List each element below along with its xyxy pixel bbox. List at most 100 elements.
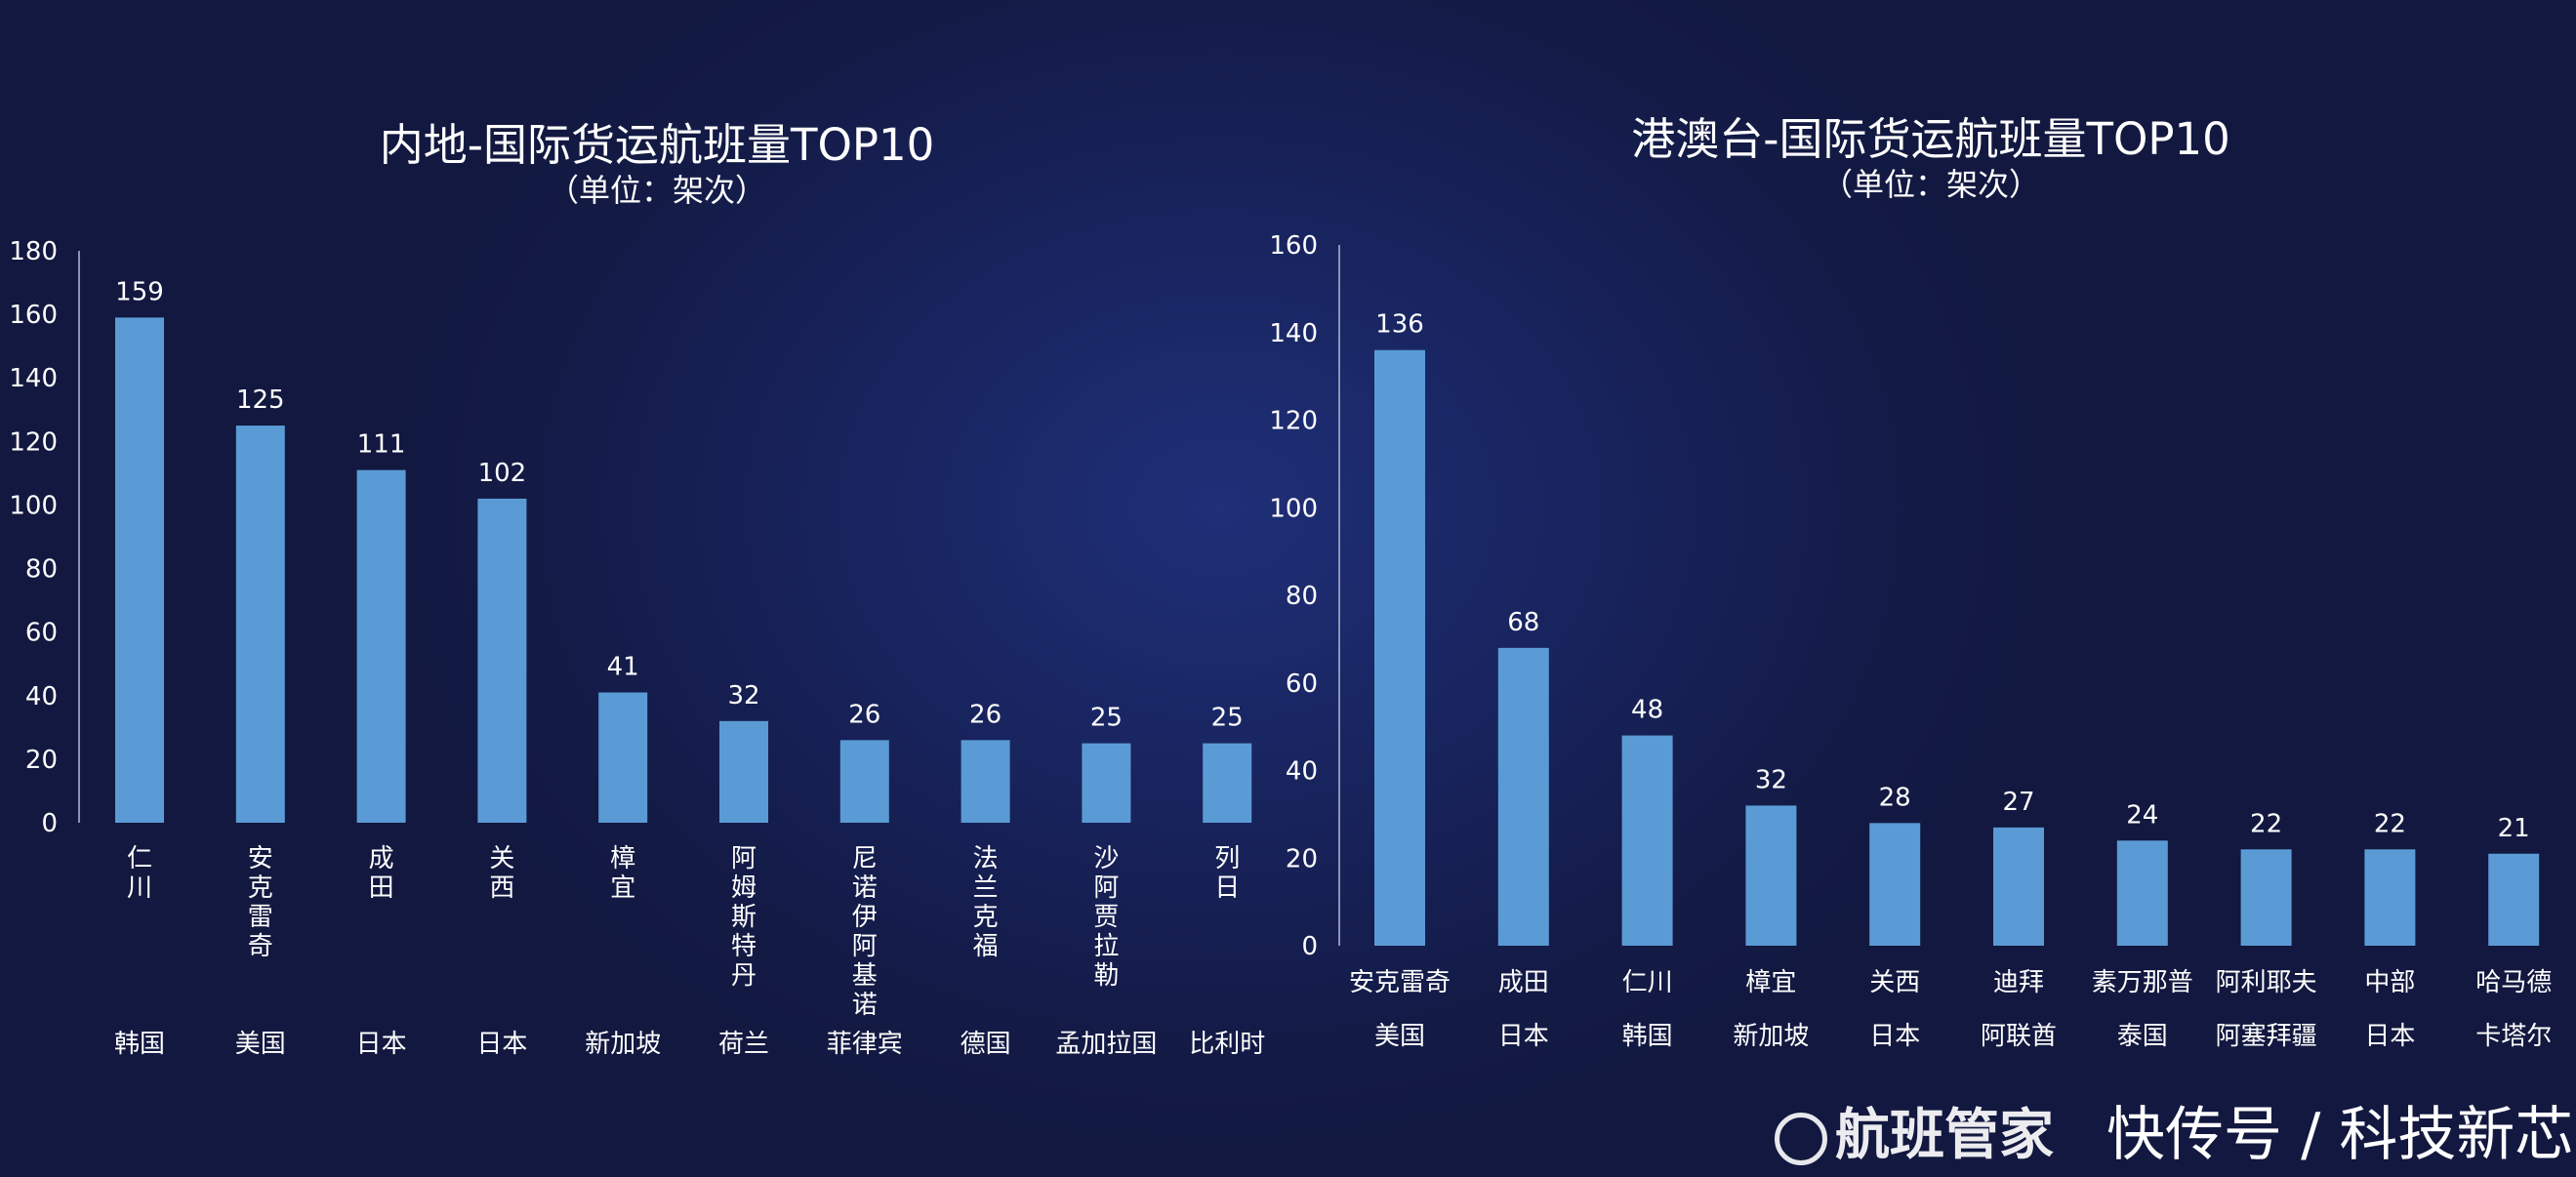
right-country-label: 日本 (1498, 1022, 1549, 1051)
left-category-label-char: 勒 (1093, 961, 1119, 991)
left-category-label-char: 沙 (1093, 844, 1119, 873)
right-bar (1869, 823, 1921, 946)
left-y-tick-label: 180 (9, 237, 58, 266)
left-category-label-char: 安 (248, 844, 273, 873)
left-country-label: 韩国 (114, 1030, 165, 1059)
left-y-tick-label: 20 (25, 746, 58, 775)
right-category-label: 迪拜 (1993, 968, 2044, 997)
left-bar (719, 720, 768, 823)
left-category-label-char: 阿 (852, 932, 878, 961)
left-y-tick-label: 120 (9, 427, 58, 457)
left-category-label-char: 阿 (1093, 873, 1119, 903)
left-bar (356, 469, 406, 823)
right-y-tick-label: 80 (1286, 582, 1318, 611)
left-category-label-char: 斯 (731, 903, 756, 932)
right-bar (2116, 840, 2168, 946)
logo-icon (1775, 1113, 1827, 1165)
right-category-label: 樟宜 (1745, 968, 1796, 997)
right-country-label: 阿塞拜疆 (2216, 1022, 2317, 1051)
right-country-label: 日本 (1869, 1022, 1920, 1051)
left-y-tick-label: 40 (25, 682, 58, 711)
left-data-label: 25 (1211, 704, 1244, 733)
left-bar (115, 317, 164, 823)
left-category-label-char: 拉 (1093, 932, 1119, 961)
right-data-label: 136 (1375, 310, 1424, 340)
left-chart-subtitle: （单位：架次） (547, 172, 767, 209)
left-data-label: 159 (115, 277, 164, 306)
left-category-label-char: 川 (127, 873, 152, 903)
left-category-label-char: 关 (489, 844, 514, 873)
right-bar (2364, 849, 2416, 946)
right-country-label: 日本 (2364, 1022, 2415, 1051)
right-bar (1993, 827, 2044, 946)
left-bar (477, 498, 527, 823)
left-y-tick-label: 140 (9, 364, 58, 393)
right-category-label: 关西 (1869, 968, 1920, 997)
right-y-tick-label: 100 (1269, 494, 1318, 523)
right-category-label: 安克雷奇 (1349, 968, 1451, 997)
right-data-label: 27 (2002, 788, 2034, 817)
left-data-label: 32 (727, 681, 759, 710)
right-category-label: 哈马德 (2475, 968, 2552, 997)
left-category-label-char: 特 (731, 932, 756, 961)
left-data-label: 25 (1090, 704, 1123, 733)
left-data-label: 41 (607, 653, 639, 682)
left-category-label-char: 克 (248, 873, 273, 903)
left-bar (839, 740, 889, 823)
right-data-label: 48 (1631, 696, 1663, 725)
left-bar (1203, 743, 1252, 823)
left-y-tick-label: 0 (41, 809, 58, 838)
left-category-label-char: 克 (973, 903, 999, 932)
right-data-label: 28 (1879, 783, 1911, 812)
right-data-label: 22 (2250, 809, 2282, 838)
right-category-label: 素万那普 (2092, 968, 2193, 997)
left-y-tick-label: 60 (25, 619, 58, 648)
right-y-tick-label: 60 (1286, 670, 1318, 699)
left-data-label: 26 (969, 700, 1002, 729)
left-data-label: 26 (848, 700, 880, 729)
right-category-label: 中部 (2364, 968, 2415, 997)
left-data-label: 102 (478, 459, 527, 488)
left-country-label: 日本 (476, 1030, 527, 1059)
watermark-source: 快传号 / 科技新芯 (2106, 1101, 2574, 1169)
left-category-label-char: 日 (1214, 873, 1240, 903)
left-country-label: 孟加拉国 (1055, 1030, 1157, 1059)
left-country-label: 比利时 (1189, 1030, 1265, 1059)
right-bar (2240, 849, 2292, 946)
left-bar (235, 426, 285, 823)
left-category-label-char: 诺 (852, 991, 878, 1020)
right-y-tick-label: 0 (1301, 932, 1318, 961)
right-data-label: 21 (2498, 814, 2530, 843)
right-chart-title: 港澳台-国际货运航班量TOP10 (1631, 113, 2230, 165)
right-country-label: 韩国 (1622, 1022, 1673, 1051)
left-data-label: 111 (357, 430, 406, 460)
left-y-tick-label: 160 (9, 301, 58, 330)
left-category-label-char: 法 (973, 844, 999, 873)
left-y-tick-label: 80 (25, 555, 58, 585)
right-bar (2488, 853, 2540, 946)
left-category-label-char: 兰 (973, 873, 999, 903)
left-category-label-char: 伊 (852, 903, 878, 932)
right-data-label: 32 (1755, 765, 1787, 794)
left-chart-title: 内地-国际货运航班量TOP10 (379, 119, 935, 171)
left-category-label-char: 西 (489, 873, 514, 903)
right-country-label: 美国 (1374, 1022, 1425, 1051)
left-country-label: 荷兰 (718, 1030, 769, 1059)
right-data-label: 24 (2126, 800, 2158, 830)
left-y-tick-label: 100 (9, 491, 58, 520)
right-country-label: 卡塔尔 (2475, 1022, 2552, 1051)
left-data-label: 125 (236, 386, 285, 415)
left-country-label: 菲律宾 (827, 1030, 903, 1059)
left-category-label-char: 福 (973, 932, 999, 961)
left-country-label: 新加坡 (585, 1030, 661, 1059)
left-category-label-char: 奇 (248, 932, 273, 961)
left-category-label-char: 诺 (852, 873, 878, 903)
right-data-label: 22 (2374, 809, 2406, 838)
left-bar (961, 740, 1010, 823)
watermark-logo-text: 航班管家 (1835, 1104, 2054, 1167)
left-category-label-char: 列 (1214, 844, 1240, 873)
left-category-label-char: 仁 (127, 844, 152, 873)
right-category-label: 成田 (1498, 968, 1549, 997)
right-y-tick-label: 120 (1269, 407, 1318, 436)
